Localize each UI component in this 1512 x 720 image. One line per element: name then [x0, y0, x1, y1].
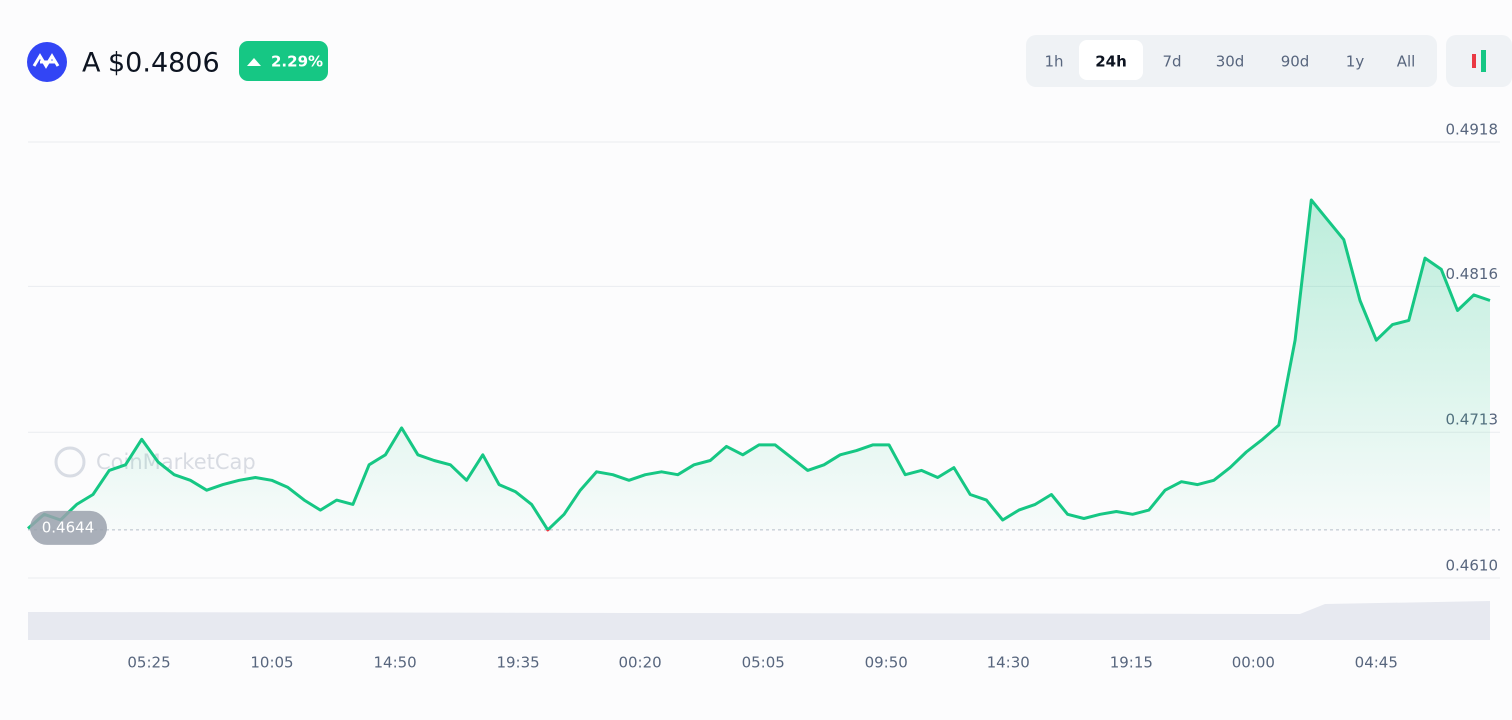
baseline-pill: [30, 510, 107, 545]
y-tick-label: 0.4816: [1446, 265, 1499, 283]
x-tick-label: 10:05: [250, 654, 293, 672]
x-tick-label: 14:50: [374, 654, 417, 672]
candle-toggle[interactable]: [1446, 35, 1512, 87]
range-button[interactable]: 7d: [1162, 53, 1181, 71]
x-tick-label: 00:00: [1232, 654, 1275, 672]
price: $0.4806: [108, 48, 220, 79]
volume-band: [28, 601, 1490, 640]
x-tick-label: 04:45: [1355, 654, 1398, 672]
logo-mark: [32, 53, 60, 69]
x-tick-label: 05:05: [742, 654, 785, 672]
area: [28, 200, 1490, 530]
baseline-label: 0.4644: [42, 518, 95, 536]
range-button[interactable]: 1y: [1346, 53, 1365, 71]
range-button[interactable]: 1h: [1044, 53, 1063, 71]
change: 2.29%: [271, 53, 323, 71]
range-active[interactable]: [1079, 40, 1143, 80]
range-button[interactable]: All: [1397, 53, 1416, 71]
candle-icon: [1481, 50, 1486, 72]
x-tick-label: 19:35: [496, 654, 539, 672]
x-tick-label: 00:20: [618, 654, 661, 672]
range-button[interactable]: 90d: [1281, 53, 1310, 71]
range-button[interactable]: 24h: [1095, 53, 1127, 71]
range-button[interactable]: 30d: [1216, 53, 1245, 71]
x-tick-label: 05:25: [127, 654, 170, 672]
price-line: [27, 198, 1491, 532]
change-badge: [239, 41, 328, 81]
x-tick-label: 19:15: [1110, 654, 1153, 672]
symbol: A: [82, 48, 101, 79]
candle-icon: [1472, 54, 1476, 68]
y-tick-label: 0.4610: [1446, 557, 1499, 575]
up-arrow: [247, 58, 261, 66]
watermark-logo: [54, 446, 86, 478]
y-tick-label: 0.4918: [1446, 121, 1499, 139]
x-tick-label: 14:30: [987, 654, 1030, 672]
x-tick-label: 09:50: [865, 654, 908, 672]
